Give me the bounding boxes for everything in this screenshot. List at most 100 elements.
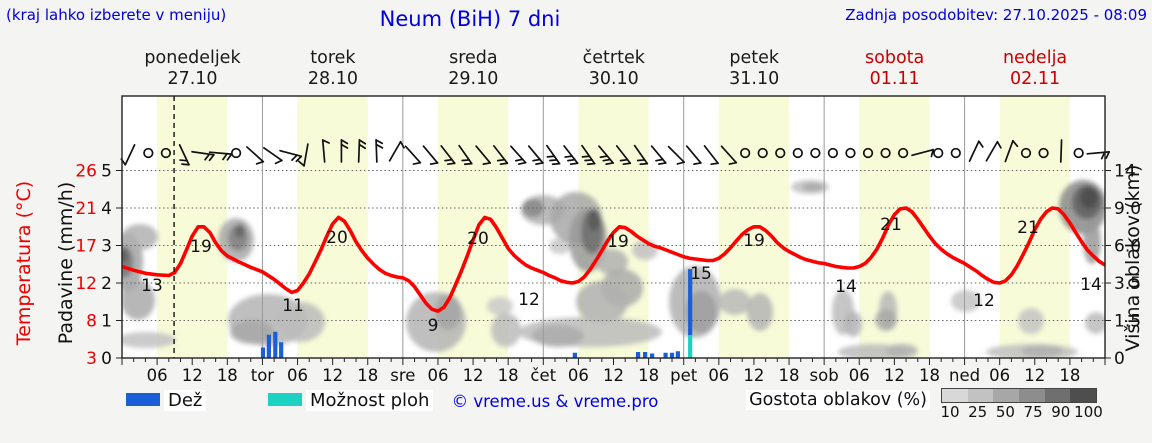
svg-text:pet: pet [670,366,698,385]
svg-text:4: 4 [101,199,112,219]
svg-text:sre: sre [390,366,415,385]
wind-barb-icon [262,146,283,165]
rain-bar [663,352,668,358]
wind-barb-icon [985,140,1002,162]
svg-text:06: 06 [427,366,448,385]
density-scale-segment [993,389,1020,402]
svg-text:18: 18 [217,366,238,385]
svg-text:5: 5 [101,162,112,182]
svg-text:17: 17 [75,237,97,257]
svg-text:21: 21 [1017,218,1039,238]
svg-text:06: 06 [989,366,1010,385]
svg-text:19: 19 [190,237,212,257]
svg-text:18: 18 [1059,366,1080,385]
calm-wind-icon [845,147,856,159]
wind-barb-icon [357,139,367,163]
svg-text:21: 21 [880,215,902,235]
svg-text:12: 12 [463,366,484,385]
svg-text:18: 18 [638,366,659,385]
svg-text:14: 14 [1114,162,1136,182]
svg-text:06: 06 [568,366,589,385]
svg-text:11: 11 [282,296,304,316]
svg-text:13: 13 [141,276,163,296]
wind-barb-icon [440,145,456,166]
calm-wind-icon [862,147,874,159]
svg-text:06: 06 [708,366,729,385]
svg-text:12: 12 [518,290,540,310]
temperature-curve [122,206,1105,313]
svg-text:12: 12 [603,366,624,385]
rain-bar [260,347,266,358]
svg-text:26: 26 [75,162,97,182]
location-menu-hint: (kraj lahko izberete v meniju) [6,6,227,24]
svg-text:12: 12 [743,366,764,385]
svg-text:0: 0 [1114,349,1125,369]
wind-barb-icon [458,144,473,166]
calm-wind-icon [1038,147,1049,159]
svg-text:9.0: 9.0 [1114,199,1141,219]
svg-text:3: 3 [86,349,97,369]
svg-text:06: 06 [287,366,308,385]
calm-wind-icon [897,147,909,159]
wind-barb-icon [297,143,309,167]
shower-legend-label: Možnost ploh [306,390,434,411]
svg-text:3: 3 [101,237,112,257]
density-scale-segment [942,389,968,402]
wind-barb-icon [563,145,579,166]
svg-text:9: 9 [428,316,439,336]
density-scale-tick: 90 [1051,403,1071,421]
day-date: 27.10 [167,68,218,89]
wind-barb-icon [650,145,667,165]
rain-bar [642,352,648,358]
svg-text:12: 12 [75,274,97,294]
calm-wind-icon [160,147,172,159]
shower-bar [688,335,693,358]
svg-text:1.5: 1.5 [1114,312,1141,332]
cloud-density-legend-label: Gostota oblakov (%) [746,390,930,410]
day-header-sreda: sreda 29.10 [403,48,544,89]
day-name: četrtek [582,48,645,68]
calm-wind-icon [810,147,821,159]
day-date: 01.11 [869,68,920,89]
temperature-value-labels: 13 19 11 20 9 20 12 19 15 19 14 21 12 21 14 [141,215,1102,336]
wind-barb-icon [321,139,330,163]
calm-wind-icon [827,147,839,159]
day-header-nedelja: nedelja 02.11 [965,48,1106,89]
wind-barb-icon [246,146,265,165]
cloud-density-scale: 10 25 50 75 90 100 [940,388,1103,421]
day-name: ponedeljek [144,48,241,68]
wind-barb-icon [475,145,492,165]
wind-barb-icon [279,149,303,163]
wind-barb-icon [546,144,561,166]
svg-text:12: 12 [182,366,203,385]
svg-text:21: 21 [75,199,97,219]
wind-barb-icon [340,139,349,163]
rain-legend-swatch [126,393,160,406]
svg-text:18: 18 [919,366,940,385]
wind-barb-icon [720,145,738,165]
page-title: Neum (BiH) 7 dni [379,7,561,31]
calm-wind-icon [143,147,154,159]
density-scale-segment [1044,389,1071,402]
copyright-link[interactable]: © vreme.us & vreme.pro [451,392,659,411]
svg-text:12: 12 [322,366,343,385]
svg-text:12: 12 [884,366,905,385]
axis-ticks [116,170,1111,365]
wind-barb-icon [422,145,439,165]
cloud-density-blobs [122,180,1105,358]
rain-bar [635,352,641,358]
rain-bar [279,342,284,358]
day-date: 30.10 [588,68,639,89]
wind-barb-icon [208,151,233,161]
wind-barb-icon [404,145,422,165]
calm-wind-icon [775,147,786,159]
shower-legend-swatch [268,393,302,406]
day-date: 02.11 [1010,68,1061,89]
day-separator-lines [261,96,966,358]
day-name: sobota [865,48,925,68]
wind-barb-icon [633,144,649,166]
svg-text:15: 15 [690,264,712,284]
svg-text:0: 0 [101,349,112,369]
